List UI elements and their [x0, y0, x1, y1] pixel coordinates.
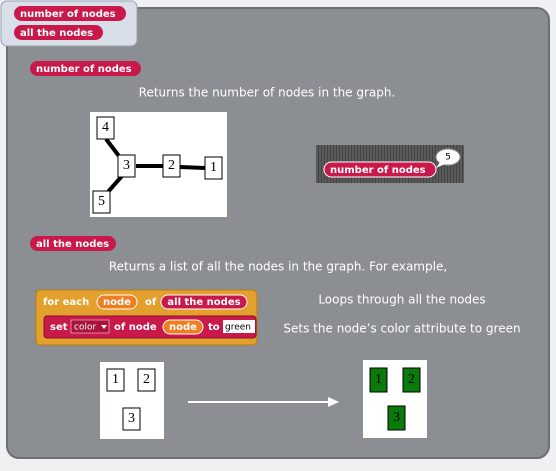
block [30, 61, 141, 76]
annotation: Sets the node’s color attribute to green [283, 322, 520, 336]
before-boxes [106, 368, 156, 431]
reporter [160, 294, 248, 310]
input-slot[interactable] [223, 320, 255, 333]
block-label: all the nodes [36, 239, 109, 250]
variable [162, 319, 204, 335]
graph-node-label: 4 [102, 120, 109, 135]
block-label: number of nodes [36, 64, 132, 75]
script-text: node [103, 297, 131, 308]
result-block-label: number of nodes [330, 165, 426, 176]
description: Returns a list of all the nodes in the g… [109, 260, 447, 274]
node-label: 3 [128, 411, 135, 426]
palette-block[interactable] [14, 6, 126, 21]
node-label: 1 [112, 372, 119, 387]
block [30, 236, 116, 251]
graph-node-boxes [92, 116, 223, 214]
node-label: 3 [393, 410, 400, 425]
variable [96, 294, 138, 310]
palette-block-label: all the nodes [20, 28, 93, 39]
graph-node-label: 2 [168, 158, 175, 173]
script-text: all the nodes [167, 297, 240, 308]
script-text: of node [114, 322, 157, 333]
node-label: 2 [408, 372, 415, 387]
script-text: of [145, 297, 157, 308]
script-text: node [169, 322, 197, 333]
dropdown[interactable] [70, 319, 110, 334]
script-text: color [74, 323, 96, 333]
description: Returns the number of nodes in the graph… [139, 86, 396, 100]
annotation: Loops through all the nodes [318, 293, 485, 307]
result-block [323, 161, 437, 178]
bubble-tail [436, 162, 445, 168]
after-boxes [369, 367, 421, 431]
node-label: 2 [143, 372, 150, 387]
graph-node-label: 1 [210, 160, 217, 175]
script-text: set [50, 322, 68, 333]
script-text: to [208, 322, 220, 333]
script-text: for each [43, 297, 89, 308]
result-bubble [435, 148, 461, 166]
result-value: 5 [445, 153, 451, 163]
palette-block[interactable] [14, 25, 103, 40]
graph-node-label: 5 [98, 194, 105, 209]
palette-block-label: number of nodes [20, 9, 116, 20]
arrow-head [328, 397, 339, 407]
node-label: 1 [375, 372, 382, 387]
graph-node-label: 3 [123, 158, 130, 173]
dropdown-arrow [101, 325, 107, 329]
script-text: green [225, 323, 251, 333]
